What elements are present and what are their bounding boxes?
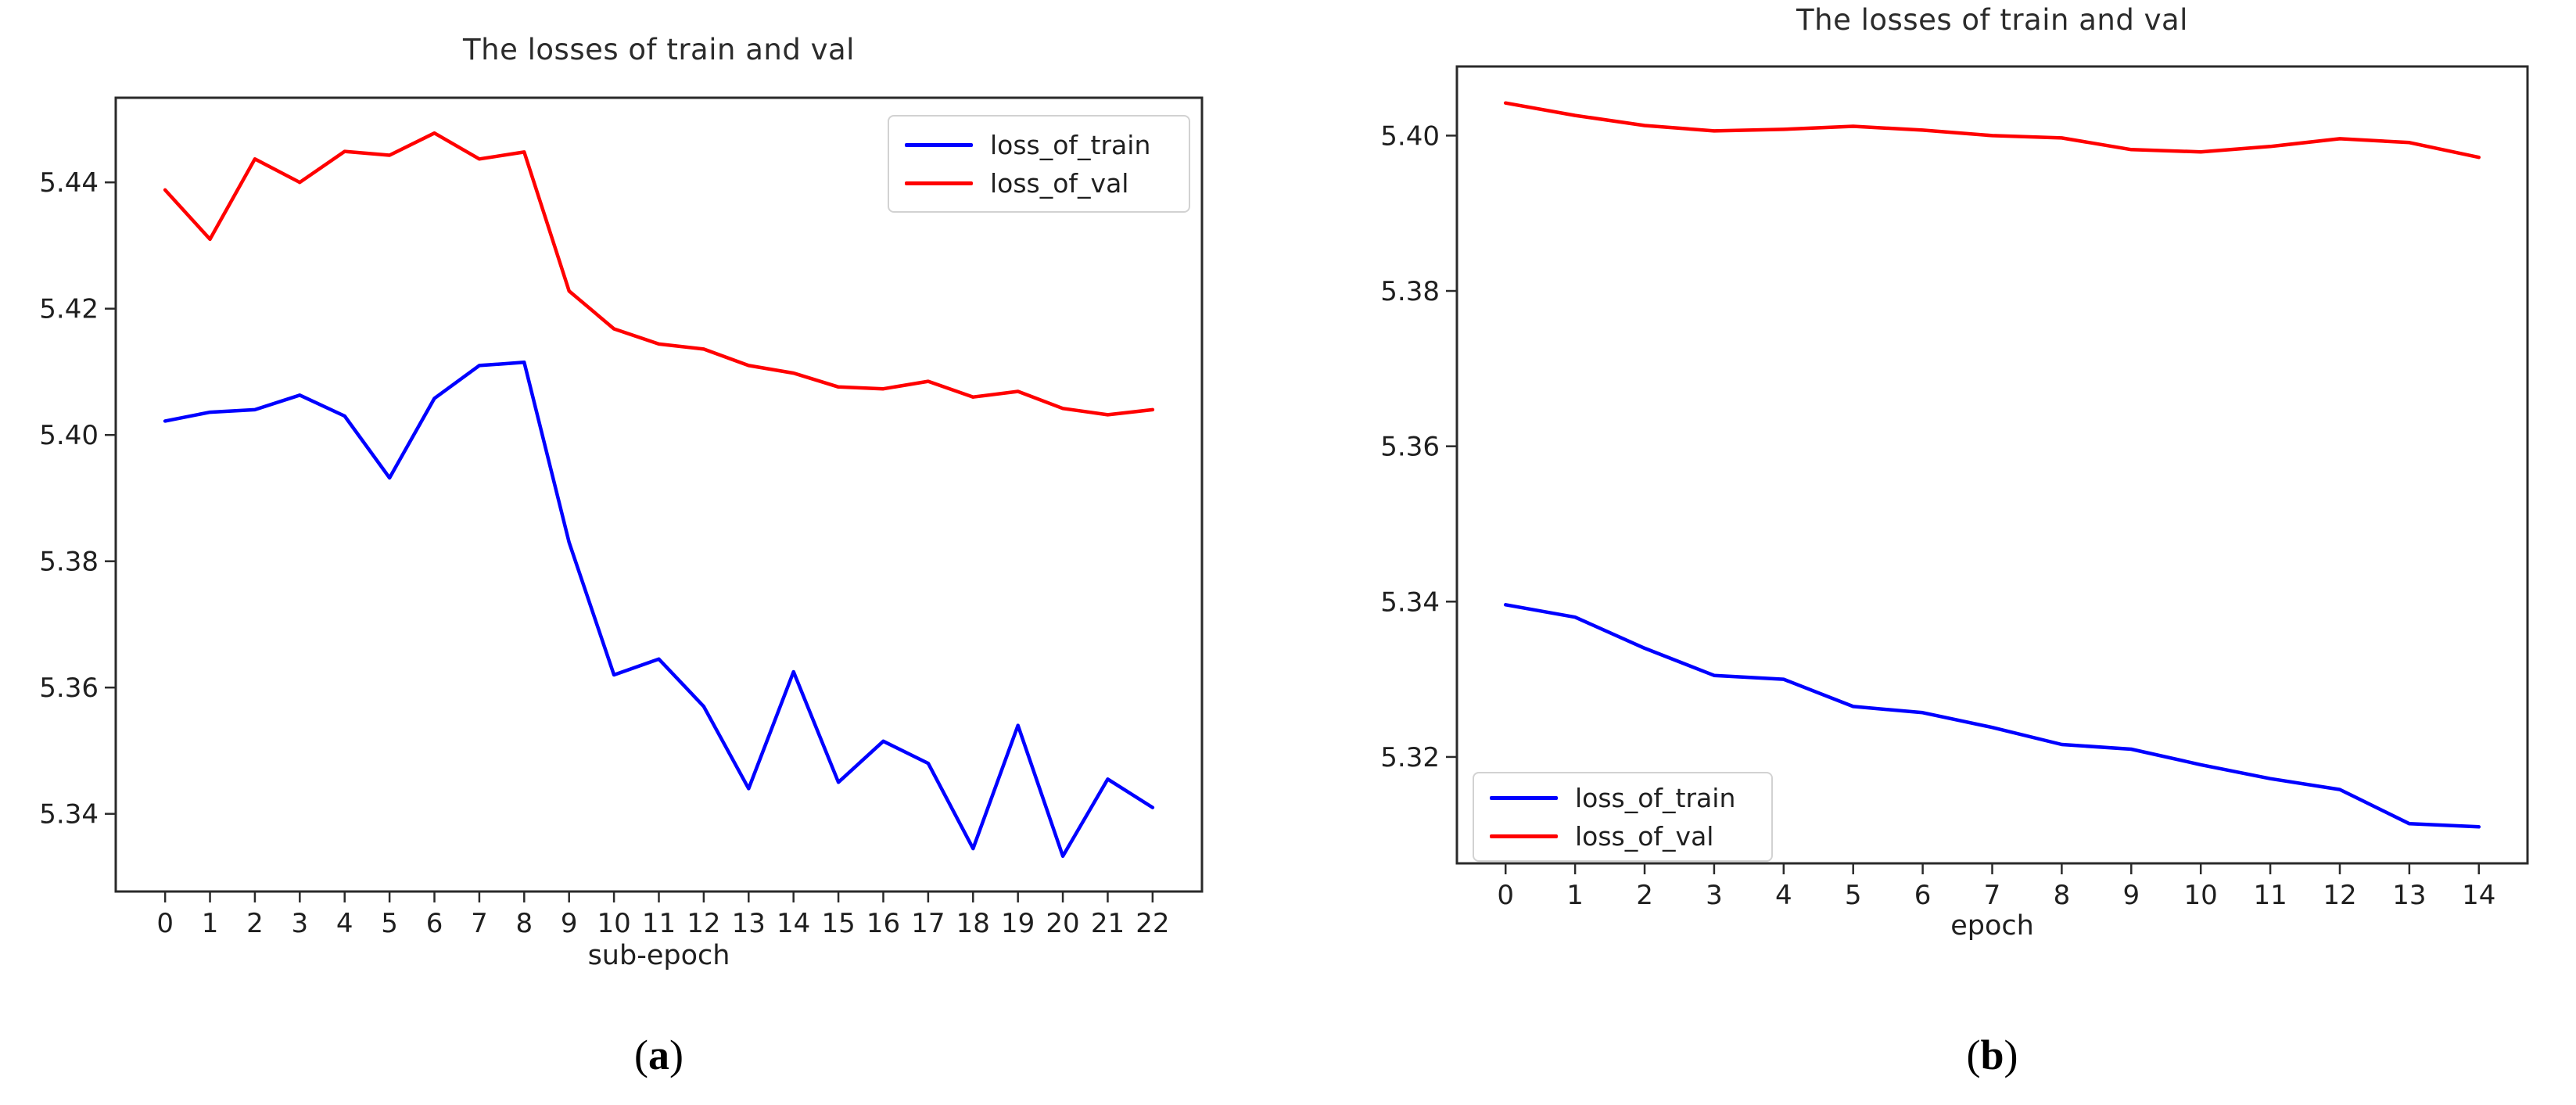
- subfigure-a-caption: (a): [634, 1031, 683, 1078]
- x-tick-label: 10: [2184, 880, 2218, 911]
- y-tick-label: 5.38: [1380, 276, 1440, 307]
- x-tick-label: 18: [956, 908, 990, 939]
- y-tick-label: 5.44: [39, 167, 99, 199]
- legend-item-loss-of-val: loss_of_val: [905, 168, 1173, 199]
- chart-b-frame: [1455, 65, 2529, 865]
- legend-item-loss-of-train: loss_of_train: [905, 130, 1173, 160]
- x-tick-label: 11: [2253, 880, 2287, 911]
- y-tick-label: 5.32: [1380, 742, 1440, 773]
- x-tick-label: 22: [1136, 908, 1169, 939]
- y-tick-label: 5.42: [39, 294, 99, 325]
- val-line-sample: [1490, 834, 1558, 838]
- chart-a-plot: 0 1 2 3 4 5 6 7 8 9 10 11 12 13 14 15 16 17 18 19 20 21 225.34…: [39, 96, 1204, 939]
- x-tick-label: 21: [1091, 908, 1125, 939]
- chart-a-line-loss_of_train: [163, 361, 1155, 859]
- x-tick-label: 10: [597, 908, 630, 939]
- x-tick-label: 7: [471, 908, 488, 939]
- x-tick-label: 15: [821, 908, 855, 939]
- chart-a-yticks: 5.34 5.36 5.38 5.40 5.42 5.44: [39, 167, 116, 831]
- x-tick-label: 6: [426, 908, 443, 939]
- x-tick-label: 4: [336, 908, 353, 939]
- legend-label-loss-of-val: loss_of_val: [990, 167, 1129, 199]
- x-tick-label: 3: [1706, 880, 1723, 911]
- legend-label-loss-of-train: loss_of_train: [990, 129, 1151, 160]
- x-tick-label: 6: [1914, 880, 1932, 911]
- chart-b-line-loss_of_train: [1503, 603, 2481, 829]
- legend-item-loss-of-train: loss_of_train: [1490, 783, 1756, 813]
- x-tick-label: 17: [911, 908, 945, 939]
- x-tick-label: 12: [2323, 880, 2356, 911]
- legend-item-loss-of-val: loss_of_val: [1490, 821, 1756, 852]
- chart-a-xaxis-label: sub-epoch: [587, 940, 730, 971]
- x-tick-label: 16: [866, 908, 900, 939]
- x-tick-label: 2: [246, 908, 264, 939]
- x-tick-label: 8: [515, 908, 533, 939]
- x-tick-label: 0: [156, 908, 174, 939]
- x-tick-label: 1: [1566, 880, 1584, 911]
- y-tick-label: 5.34: [1380, 587, 1440, 618]
- chart-b-yticks: 5.32 5.34 5.36 5.38 5.40: [1380, 120, 1457, 773]
- y-tick-label: 5.36: [1380, 432, 1440, 463]
- x-tick-label: 3: [292, 908, 309, 939]
- chart-a-xticks: 0 1 2 3 4 5 6 7 8 9 10 11 12 13 14 15 16 17 18 19 20 21 22: [156, 892, 1169, 939]
- legend-label-loss-of-val: loss_of_val: [1575, 820, 1714, 852]
- chart-a-title: The losses of train and val: [463, 33, 855, 66]
- x-tick-label: 1: [202, 908, 219, 939]
- y-tick-label: 5.34: [39, 799, 99, 831]
- chart-a-legend: loss_of_train loss_of_val: [888, 115, 1190, 213]
- x-tick-label: 5: [1845, 880, 1862, 911]
- x-tick-label: 8: [2054, 880, 2071, 911]
- chart-b-plot: 0 1 2 3 4 5 6 7 8 9 10 11 12 13 145.325.345.365.385.40: [1380, 65, 2529, 911]
- x-tick-label: 14: [777, 908, 810, 939]
- x-tick-label: 13: [2392, 880, 2426, 911]
- chart-b-legend: loss_of_train loss_of_val: [1473, 772, 1773, 862]
- chart-a-line-loss_of_val: [163, 131, 1155, 417]
- x-tick-label: 5: [381, 908, 398, 939]
- val-line-sample: [905, 181, 973, 185]
- x-tick-label: 0: [1497, 880, 1514, 911]
- x-tick-label: 12: [687, 908, 720, 939]
- train-line-sample: [1490, 795, 1558, 800]
- chart-a-frame: [114, 96, 1204, 893]
- x-tick-label: 19: [1001, 908, 1035, 939]
- legend-label-loss-of-train: loss_of_train: [1575, 782, 1736, 813]
- x-tick-label: 7: [1984, 880, 2001, 911]
- x-tick-label: 4: [1775, 880, 1792, 911]
- y-tick-label: 5.40: [39, 420, 99, 451]
- y-tick-label: 5.36: [39, 673, 99, 704]
- subfigure-b-caption: (b): [1966, 1031, 2018, 1078]
- chart-b-line-loss_of_val: [1503, 101, 2481, 160]
- chart-b-title: The losses of train and val: [1796, 3, 2188, 37]
- train-line-sample: [905, 142, 973, 147]
- y-tick-label: 5.38: [39, 547, 99, 578]
- x-tick-label: 13: [732, 908, 766, 939]
- x-tick-label: 11: [642, 908, 676, 939]
- x-tick-label: 9: [2122, 880, 2140, 911]
- chart-b-xaxis-label: epoch: [1950, 910, 2034, 942]
- x-tick-label: 2: [1636, 880, 1653, 911]
- x-tick-label: 9: [561, 908, 578, 939]
- x-tick-label: 20: [1046, 908, 1079, 939]
- x-tick-label: 14: [2462, 880, 2495, 911]
- chart-b-xticks: 0 1 2 3 4 5 6 7 8 9 10 11 12 13 14: [1497, 863, 2495, 911]
- y-tick-label: 5.40: [1380, 120, 1440, 152]
